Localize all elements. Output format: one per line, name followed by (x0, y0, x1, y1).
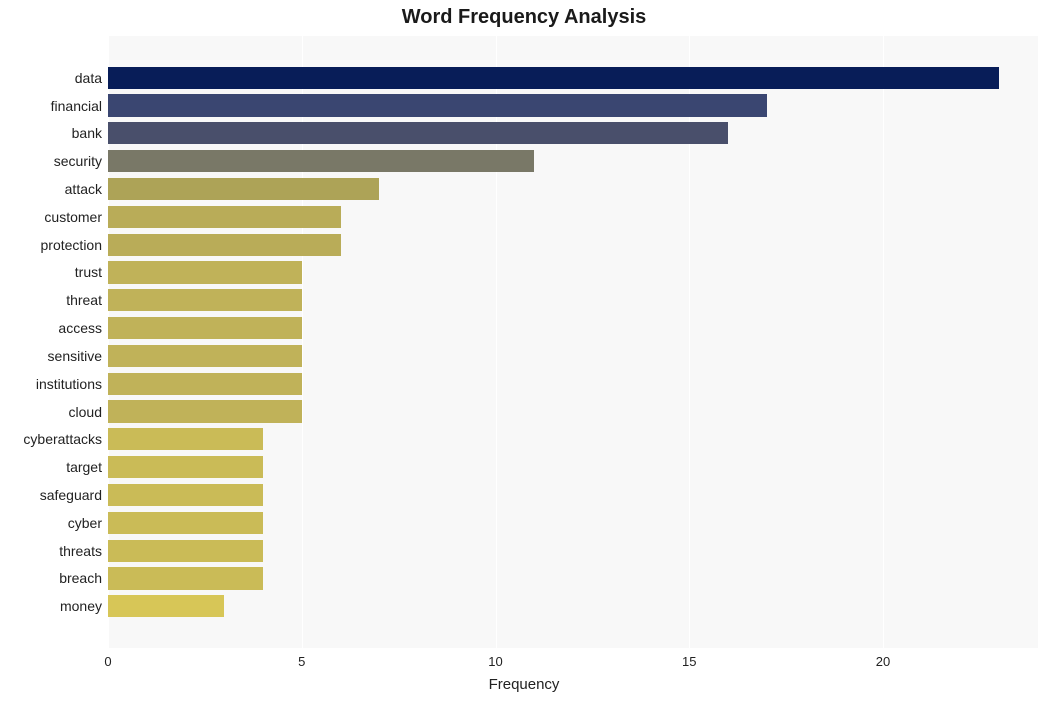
bar-row: cyber (108, 512, 1038, 534)
bar (108, 540, 263, 562)
y-tick-label: cyber (68, 515, 108, 531)
y-tick-label: threat (66, 292, 108, 308)
bar-row: protection (108, 234, 1038, 256)
y-tick-label: institutions (36, 376, 108, 392)
x-tick-label: 10 (488, 654, 502, 669)
bar-row: cloud (108, 400, 1038, 422)
bar-row: target (108, 456, 1038, 478)
y-tick-label: threats (59, 543, 108, 559)
x-tick-label: 5 (298, 654, 305, 669)
y-tick-label: cyberattacks (23, 431, 108, 447)
bar (108, 150, 534, 172)
y-tick-label: cloud (69, 404, 108, 420)
plot-area: data financial bank security attack customer p… (108, 36, 1038, 648)
word-frequency-chart: Word Frequency Analysis datafinancialban… (0, 0, 1048, 701)
chart-title: Word Frequency Analysis (0, 6, 1048, 29)
bar-row: money (108, 595, 1038, 617)
y-tick-label: security (54, 153, 108, 169)
y-tick-label: customer (44, 209, 108, 225)
bar (108, 289, 302, 311)
bar (108, 94, 767, 116)
bar-row: trust (108, 261, 1038, 283)
y-tick-label: access (58, 320, 108, 336)
bar (108, 400, 302, 422)
bar (108, 261, 302, 283)
y-tick-label: safeguard (40, 487, 108, 503)
bar (108, 67, 999, 89)
x-tick-label: 15 (682, 654, 696, 669)
bar-row: sensitive (108, 345, 1038, 367)
y-tick-label: bank (72, 125, 108, 141)
bar-row: bank (108, 122, 1038, 144)
bar-row: access (108, 317, 1038, 339)
bar (108, 428, 263, 450)
bar-row: institutions (108, 373, 1038, 395)
bar-row: security (108, 150, 1038, 172)
bar (108, 484, 263, 506)
x-axis-label: Frequency (0, 676, 1048, 693)
bar (108, 178, 379, 200)
bar (108, 567, 263, 589)
y-tick-label: target (66, 459, 108, 475)
bar (108, 122, 728, 144)
bar-row: safeguard (108, 484, 1038, 506)
y-tick-label: trust (75, 264, 108, 280)
y-tick-label: data (75, 70, 108, 86)
x-tick-label: 0 (104, 654, 111, 669)
y-tick-label: attack (65, 181, 108, 197)
bar-row: attack (108, 178, 1038, 200)
y-tick-label: sensitive (48, 348, 108, 364)
bar (108, 345, 302, 367)
bar (108, 512, 263, 534)
bar (108, 456, 263, 478)
bar-row: cyberattacks (108, 428, 1038, 450)
bar-row: threat (108, 289, 1038, 311)
bar (108, 595, 224, 617)
x-tick-label: 20 (876, 654, 890, 669)
y-tick-label: money (60, 598, 108, 614)
bar (108, 373, 302, 395)
y-tick-label: breach (59, 570, 108, 586)
bar-row: financial (108, 94, 1038, 116)
y-tick-label: financial (51, 98, 108, 114)
y-tick-label: protection (41, 237, 108, 253)
bar (108, 234, 341, 256)
bar (108, 206, 341, 228)
bar-row: customer (108, 206, 1038, 228)
bar (108, 317, 302, 339)
bar-row: data (108, 67, 1038, 89)
bar-row: breach (108, 567, 1038, 589)
bar-row: threats (108, 540, 1038, 562)
